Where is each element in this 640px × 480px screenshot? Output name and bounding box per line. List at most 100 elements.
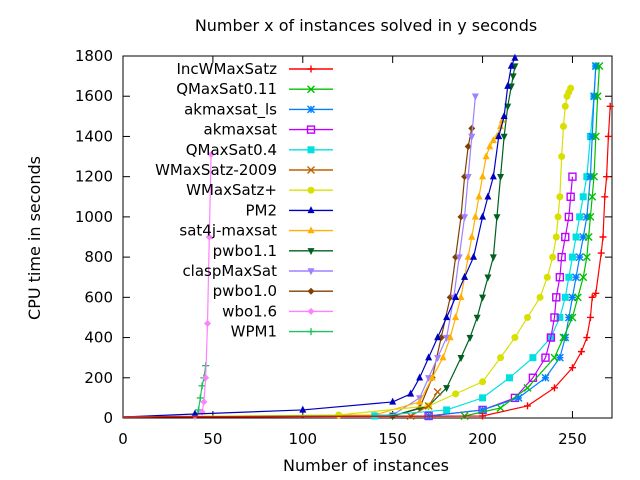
- data-point: [191, 409, 199, 417]
- data-point: [573, 293, 582, 302]
- data-point: [511, 63, 519, 71]
- legend-label: wbo1.6: [222, 302, 277, 320]
- legend-marker: [307, 105, 315, 114]
- data-point: [489, 254, 497, 262]
- data-point: [424, 401, 433, 410]
- x-axis-label: Number of instances: [283, 456, 449, 475]
- data-point: [568, 313, 577, 322]
- data-point: [604, 132, 612, 140]
- data-point: [425, 353, 433, 361]
- data-point: [496, 403, 505, 412]
- legend-label: IncWMaxSatz: [177, 60, 278, 78]
- data-point: [524, 402, 532, 410]
- data-point: [479, 378, 487, 386]
- data-point: [561, 232, 570, 242]
- data-point: [507, 83, 515, 91]
- data-point: [479, 212, 487, 220]
- data-point: [584, 233, 593, 241]
- data-point: [579, 193, 587, 201]
- data-point: [558, 153, 566, 161]
- data-point: [541, 373, 550, 382]
- data-point: [550, 313, 559, 322]
- legend-label: akmaxsat: [204, 121, 278, 139]
- data-point: [559, 333, 568, 342]
- legend-marker: [307, 206, 315, 214]
- legend-label: WPM1: [231, 323, 277, 341]
- data-point: [592, 289, 600, 297]
- data-point: [478, 405, 487, 414]
- data-point: [434, 333, 442, 341]
- legend-label: akmaxsat_ls: [184, 100, 277, 119]
- chart-title: Number x of instances solved in y second…: [195, 16, 537, 35]
- y-tick-label: 1400: [75, 127, 113, 145]
- data-point: [564, 212, 574, 222]
- data-point: [443, 334, 451, 342]
- data-point: [497, 122, 505, 130]
- legend-marker: [307, 268, 315, 276]
- plot-area: 0 50 100 150 200 250 0 200 400 600 800 1000 1200 1400…: [75, 47, 614, 448]
- legend-marker: [307, 248, 315, 256]
- legend-label: QMaxSat0.4: [186, 141, 277, 159]
- data-point: [568, 364, 576, 372]
- data-point: [498, 116, 506, 124]
- data-point: [479, 294, 487, 302]
- data-point: [565, 273, 573, 281]
- data-point: [468, 232, 476, 240]
- data-point: [389, 397, 397, 405]
- data-point: [461, 272, 469, 280]
- data-point: [433, 387, 442, 396]
- data-point: [196, 394, 204, 402]
- y-axis-label: CPU time in seconds: [25, 156, 44, 320]
- series-claspMaxSat: [122, 93, 479, 420]
- legend-label: claspMaxSat: [182, 262, 277, 280]
- data-point: [601, 193, 609, 201]
- legend-marker: [307, 166, 315, 174]
- data-point: [567, 84, 575, 92]
- data-point: [455, 254, 463, 262]
- data-point: [497, 173, 505, 181]
- series-WPM1: [122, 362, 210, 420]
- data-point: [205, 233, 213, 241]
- data-point: [559, 122, 567, 130]
- series-line: [122, 106, 611, 418]
- data-point: [466, 334, 474, 342]
- data-point: [443, 313, 451, 321]
- y-tick-label: 1200: [75, 168, 113, 186]
- data-point: [588, 293, 596, 301]
- data-point: [556, 313, 564, 321]
- legend-marker: [307, 85, 315, 94]
- data-point: [555, 273, 565, 282]
- data-point: [561, 102, 569, 110]
- data-point: [568, 253, 576, 261]
- y-tick-label: 600: [84, 288, 113, 306]
- data-point: [416, 373, 424, 381]
- data-point: [335, 411, 343, 419]
- data-point: [557, 252, 566, 262]
- y-tick-label: 400: [84, 329, 113, 347]
- data-point: [489, 136, 497, 144]
- data-point: [471, 212, 479, 220]
- legend-marker: [307, 226, 315, 234]
- data-point: [464, 173, 472, 181]
- series-line: [122, 66, 597, 418]
- x-tick-label: 100: [288, 430, 317, 448]
- data-point: [555, 353, 564, 362]
- x-tick-label: 200: [468, 430, 497, 448]
- data-point: [572, 233, 580, 241]
- data-point: [468, 133, 476, 141]
- data-point: [202, 374, 210, 382]
- data-point: [198, 382, 206, 390]
- data-point: [590, 92, 599, 101]
- data-point: [511, 53, 519, 61]
- series-akmaxsat: [122, 172, 577, 421]
- data-point: [597, 249, 605, 257]
- data-point: [552, 233, 560, 241]
- series-line: [122, 57, 516, 418]
- legend-label: WMaxSatz-2009: [155, 161, 277, 179]
- data-point: [582, 253, 591, 262]
- data-point: [564, 313, 573, 322]
- series-IncWMaxSatz: [122, 102, 614, 420]
- data-point: [575, 253, 584, 262]
- data-point: [407, 389, 415, 397]
- data-point: [506, 374, 514, 382]
